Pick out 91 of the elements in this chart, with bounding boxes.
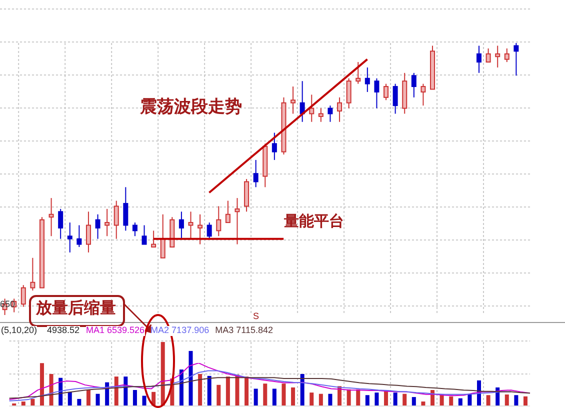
candlestick [514, 43, 519, 76]
bar [449, 396, 454, 406]
bar [188, 350, 193, 406]
candlestick [234, 198, 240, 245]
candlestick [160, 214, 166, 258]
annotation: 量能平台 [284, 214, 344, 230]
bar [291, 387, 296, 406]
candlestick [225, 200, 230, 224]
bar [160, 342, 165, 406]
candlestick [374, 78, 380, 109]
bar [346, 389, 351, 406]
candlestick [86, 211, 91, 253]
bar [523, 396, 528, 406]
candlestick [20, 284, 26, 308]
bar [486, 395, 490, 406]
bar [393, 392, 398, 406]
candlestick [318, 108, 324, 122]
candlestick [95, 214, 100, 240]
candlestick [104, 208, 110, 237]
candlestick [364, 66, 370, 92]
candlestick [486, 48, 491, 63]
bar [96, 394, 100, 406]
candlestick [206, 222, 212, 240]
candlestick [48, 198, 54, 237]
bar [254, 388, 258, 406]
text: MA1 6539.526 [86, 325, 145, 336]
bar [412, 397, 416, 406]
bar [468, 394, 472, 406]
bar [272, 388, 276, 406]
candlestick [290, 86, 296, 114]
candlestick [495, 45, 500, 68]
bar [365, 395, 370, 406]
bar [282, 384, 286, 406]
annotation: 放量后缩量 [36, 300, 116, 318]
bar [318, 394, 323, 406]
bar [310, 392, 314, 406]
candlestick [504, 48, 510, 63]
text: 4938.52 [47, 325, 80, 336]
candlestick [30, 257, 36, 292]
bar [77, 398, 82, 406]
bar [30, 398, 35, 406]
candlestick [123, 186, 128, 232]
bar [198, 374, 202, 406]
candlestick [346, 78, 352, 109]
candlestick [411, 72, 416, 98]
candlestick [392, 83, 398, 114]
bar [300, 374, 304, 406]
annotation: 震荡波段走势 [140, 97, 242, 117]
bar [514, 395, 518, 406]
text: MA3 7115.842 [215, 325, 273, 336]
bar [114, 376, 118, 406]
bar [132, 390, 137, 406]
candlestick [67, 222, 72, 253]
candlestick [476, 45, 482, 74]
candlestick [337, 96, 342, 122]
candlestick [178, 211, 184, 240]
annotation: S [253, 311, 260, 322]
candlestick [420, 83, 426, 106]
bar [142, 396, 146, 406]
bar [374, 392, 379, 406]
text: MA2 7137.906 [150, 325, 210, 336]
candlestick [198, 214, 203, 245]
bar [68, 392, 72, 406]
candlestick [76, 224, 82, 248]
candlestick [114, 200, 119, 240]
candlestick [216, 206, 222, 237]
candlestick [151, 230, 156, 248]
bar [458, 398, 462, 406]
candlestick [384, 83, 389, 101]
bar [226, 376, 230, 406]
candlestick [328, 105, 333, 122]
candlestick [356, 62, 361, 84]
bar [86, 390, 90, 406]
bar [328, 394, 332, 406]
bar [40, 363, 44, 406]
bar [356, 389, 360, 406]
bar [402, 394, 407, 406]
bar [244, 376, 249, 406]
candlestick [132, 222, 138, 237]
candlestick [272, 132, 277, 160]
text: (5,10,20) [1, 325, 38, 336]
candlestick [142, 224, 147, 245]
candlestick [253, 159, 258, 188]
bar [216, 384, 221, 406]
bar [207, 376, 212, 406]
bar [504, 394, 509, 406]
candlestick [58, 208, 64, 240]
bar [235, 374, 240, 406]
bar [263, 384, 268, 406]
candlestick [309, 94, 314, 122]
candlestick [188, 211, 194, 240]
